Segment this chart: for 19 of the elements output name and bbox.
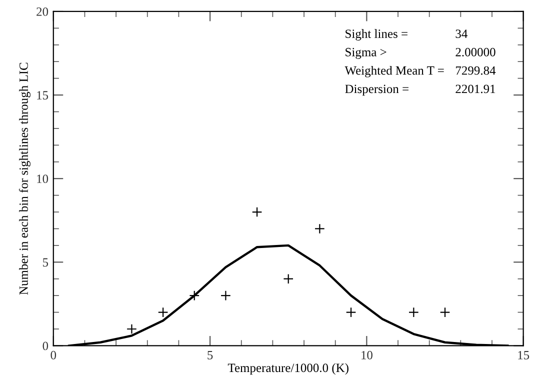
annotation: 2.00000 <box>456 48 496 56</box>
y-tick-label: 20 <box>36 7 48 16</box>
x-tick-label: 5 <box>208 351 213 360</box>
y-axis-title: Number in each bin for sightlines through LIC <box>18 62 30 295</box>
annotation: 34 <box>456 30 468 38</box>
annotation: Dispersion = <box>345 84 408 96</box>
y-tick-label: 15 <box>37 91 48 100</box>
x-axis-title: Temperature/1000.0 (K) <box>228 363 348 375</box>
x-tick-label: 15 <box>518 350 530 360</box>
annotation: Weighted Mean T = <box>344 66 444 78</box>
y-tick-label: 10 <box>37 174 48 184</box>
annotation: 7299.84 <box>456 66 496 75</box>
annotation: Sight lines = <box>346 29 408 41</box>
x-tick-label: 0 <box>50 350 56 360</box>
annotation: Sigma > <box>346 48 386 59</box>
y-tick-label: 5 <box>43 258 48 267</box>
annotation: 2201.91 <box>456 84 496 94</box>
y-tick-label: 0 <box>42 342 48 350</box>
x-tick-label: 10 <box>362 350 372 360</box>
